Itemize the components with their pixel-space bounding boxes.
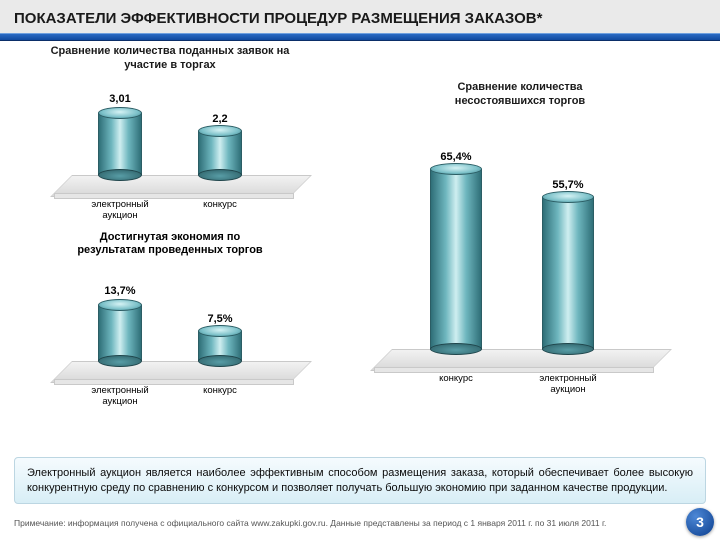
chart1: 3,01 2,2 электронный аукцион конкурс [50,87,290,197]
chart3-cat-0: конкурс [416,373,496,384]
chart3-cat-1: электронный аукцион [528,373,608,395]
chart3-plate [370,349,672,371]
chart3-val-1: 55,7% [538,179,598,191]
chart1-bar-0 [98,101,142,187]
chart3: 65,4% 55,7% конкурс электронный аукцион [370,131,650,371]
chart2-val-0: 13,7% [90,285,150,297]
chart1-cat-1: конкурс [180,199,260,210]
chart1-val-1: 2,2 [190,113,250,125]
content-area: Сравнение количества поданных заявок на … [0,41,720,461]
chart2-cat-0: электронный аукцион [80,385,160,407]
chart3-bar-1 [542,185,594,361]
chart2-bar-0 [98,293,142,373]
chart2-cat-1: конкурс [180,385,260,396]
chart1-cat-0: электронный аукцион [80,199,160,221]
chart1-plate [50,175,312,197]
chart3-title: Сравнение количества несостоявшихся торг… [420,81,620,109]
chart2-plate [50,361,312,383]
footnote-text: Примечание: информация получена с официа… [14,518,606,528]
chart2-bar-1 [198,319,242,373]
page-title: ПОКАЗАТЕЛИ ЭФФЕКТИВНОСТИ ПРОЦЕДУР РАЗМЕЩ… [0,0,720,33]
chart2-val-1: 7,5% [190,313,250,325]
summary-text: Электронный аукцион является наиболее эф… [14,457,706,504]
chart1-bar-1 [198,119,242,187]
chart3-bar-0 [430,157,482,361]
chart1-title: Сравнение количества поданных заявок на … [50,45,290,73]
page-number-badge: 3 [686,508,714,536]
chart1-val-0: 3,01 [90,93,150,105]
header-strip [0,33,720,41]
chart3-val-0: 65,4% [426,151,486,163]
chart2: 13,7% 7,5% электронный аукцион конкурс [50,273,290,383]
chart2-title: Достигнутая экономия по результатам пров… [70,231,270,257]
